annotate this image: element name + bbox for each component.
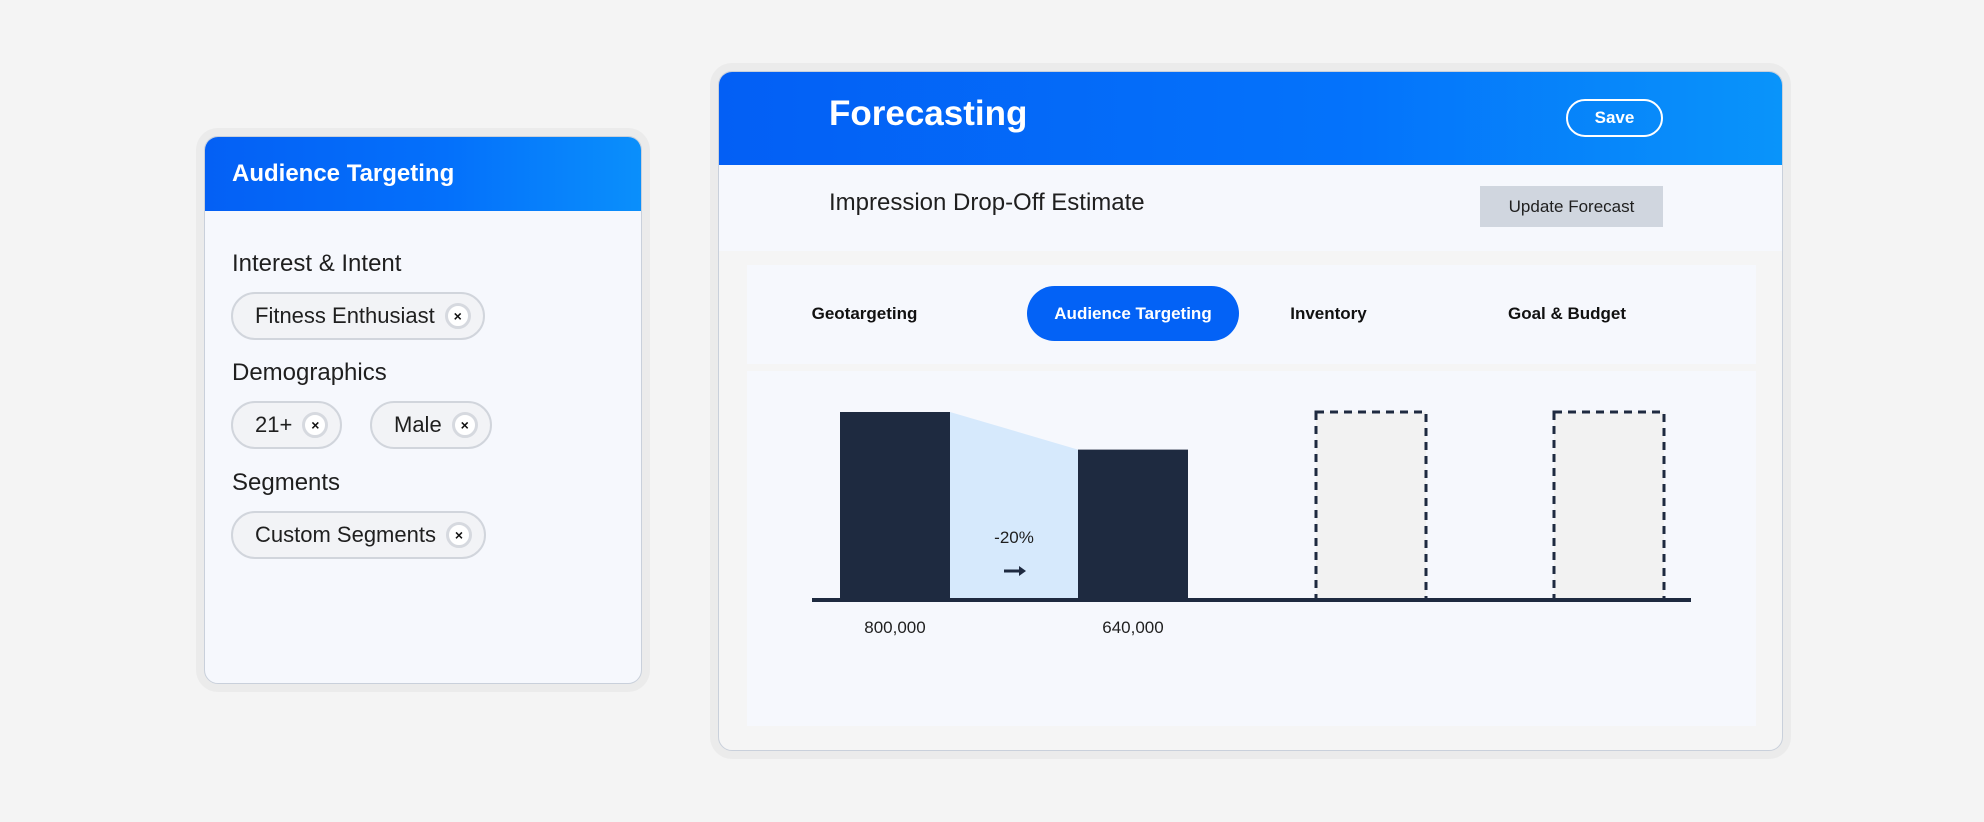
change-percent-label: -20% <box>994 528 1034 547</box>
audience-card-header: Audience Targeting <box>205 137 641 211</box>
tab-geotargeting[interactable]: Geotargeting <box>811 303 918 323</box>
chip-fitness-enthusiast[interactable]: Fitness Enthusiast × <box>231 292 485 340</box>
update-forecast-button[interactable]: Update Forecast <box>1480 186 1663 227</box>
forecasting-header: Forecasting Save <box>719 72 1782 165</box>
tab-goal-budget[interactable]: Goal & Budget <box>1507 303 1627 323</box>
audience-targeting-card: Audience Targeting Interest & Intent Fit… <box>204 136 642 684</box>
estimate-bar: Impression Drop-Off Estimate Update Fore… <box>719 165 1782 251</box>
remove-chip-icon[interactable]: × <box>451 412 478 438</box>
section-label-demographics: Demographics <box>232 359 387 386</box>
placeholder-bar-4 <box>1552 410 1666 602</box>
bar-value-label: 800,000 <box>864 618 925 637</box>
bar-value-label: 640,000 <box>1102 618 1163 637</box>
forecast-tabs: Geotargeting Audience Targeting Inventor… <box>747 265 1756 364</box>
chip-custom-segments[interactable]: Custom Segments × <box>231 511 486 559</box>
audience-card-title: Audience Targeting <box>232 160 455 187</box>
chip-label: Fitness Enthusiast <box>255 303 435 328</box>
remove-chip-icon[interactable]: × <box>302 412 329 438</box>
bar-1 <box>840 412 950 600</box>
tab-inventory[interactable]: Inventory <box>1290 303 1367 323</box>
save-button[interactable]: Save <box>1566 99 1663 137</box>
chip-male[interactable]: Male × <box>370 401 492 449</box>
section-label-interest: Interest & Intent <box>232 250 402 277</box>
remove-chip-icon[interactable]: × <box>445 522 472 548</box>
chip-label: Custom Segments <box>255 522 436 547</box>
chip-age-21-plus[interactable]: 21+ × <box>231 401 343 449</box>
dropoff-chart: 800,000 640,000 -20% <box>812 410 1691 637</box>
dropoff-chart-panel: 800,000 640,000 -20% <box>747 371 1756 726</box>
bar-2 <box>1078 449 1188 600</box>
forecasting-title: Forecasting <box>829 94 1028 133</box>
placeholder-bar-3 <box>1314 410 1428 602</box>
remove-chip-icon[interactable]: × <box>444 303 471 329</box>
section-label-segments: Segments <box>232 469 341 496</box>
arrow-right-icon-head <box>1019 566 1026 576</box>
tab-audience-targeting[interactable]: Audience Targeting <box>1027 286 1239 341</box>
chip-label: Male <box>394 412 442 437</box>
dropoff-area <box>950 412 1078 600</box>
forecasting-card: Forecasting Save Impression Drop-Off Est… <box>718 71 1783 751</box>
estimate-subtitle: Impression Drop-Off Estimate <box>829 189 1145 216</box>
chip-label: 21+ <box>255 412 293 437</box>
